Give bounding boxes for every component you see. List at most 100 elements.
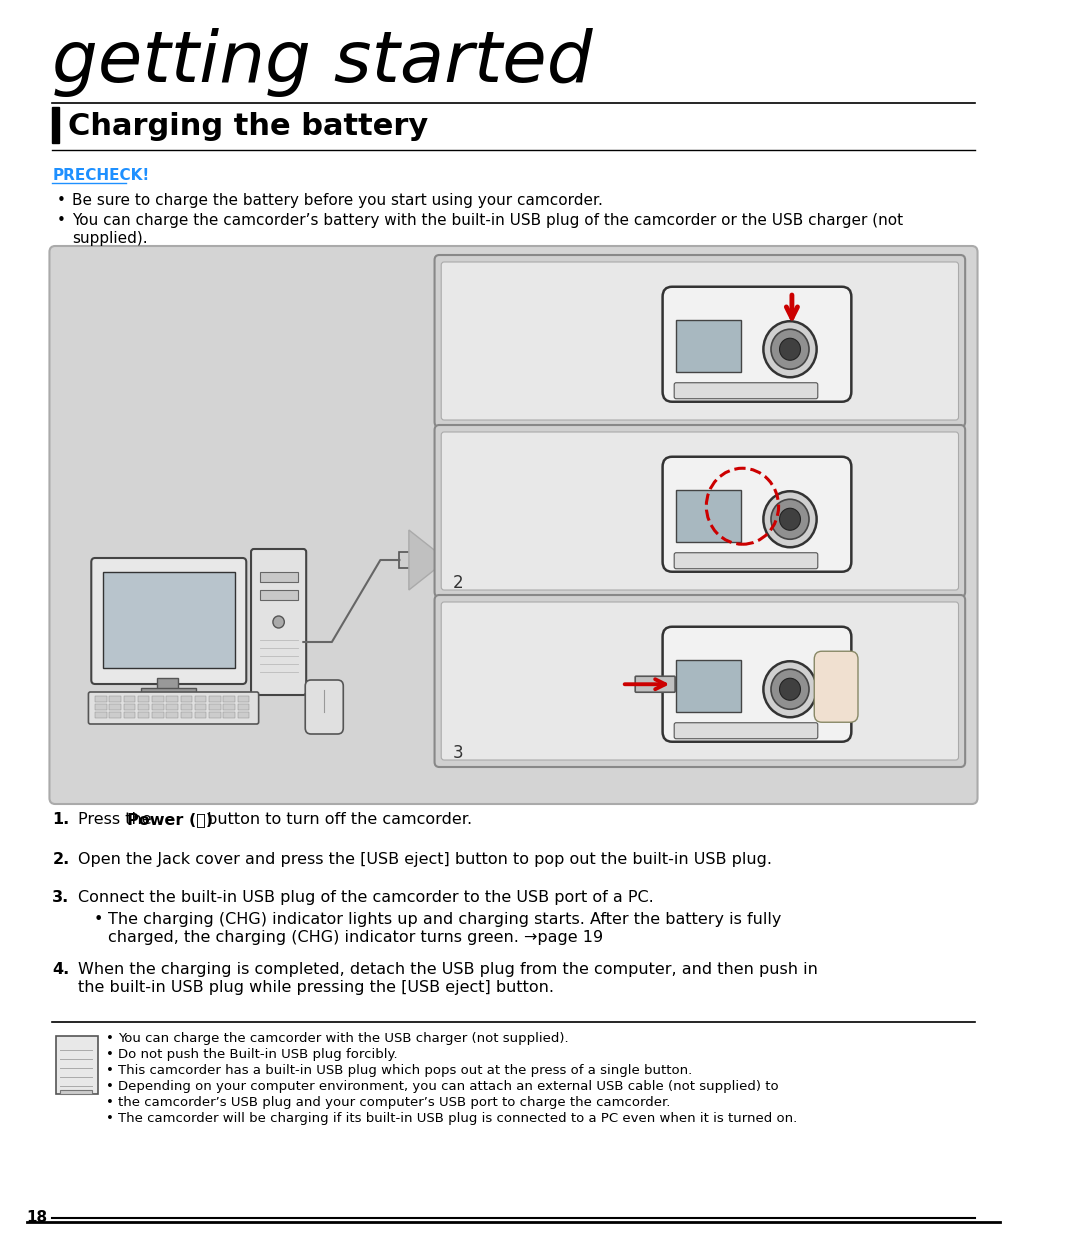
- Bar: [123, 713, 135, 718]
- Polygon shape: [409, 530, 447, 590]
- Bar: [676, 320, 741, 372]
- Bar: [166, 704, 178, 710]
- Bar: [238, 697, 249, 701]
- FancyBboxPatch shape: [434, 254, 966, 427]
- Text: •: •: [106, 1079, 113, 1093]
- FancyBboxPatch shape: [674, 722, 818, 739]
- Text: Do not push the Built-in USB plug forcibly.: Do not push the Built-in USB plug forcib…: [118, 1049, 397, 1061]
- Text: charged, the charging (CHG) indicator turns green. →page 19: charged, the charging (CHG) indicator tu…: [108, 930, 604, 945]
- Bar: [166, 697, 178, 701]
- Text: •: •: [106, 1065, 113, 1077]
- FancyBboxPatch shape: [306, 680, 343, 734]
- Text: •: •: [106, 1032, 113, 1045]
- Bar: [259, 590, 298, 600]
- Circle shape: [771, 669, 809, 709]
- Text: When the charging is completed, detach the USB plug from the computer, and then : When the charging is completed, detach t…: [78, 962, 818, 977]
- Circle shape: [764, 492, 816, 547]
- FancyBboxPatch shape: [251, 550, 307, 695]
- FancyBboxPatch shape: [674, 553, 818, 569]
- Circle shape: [780, 509, 800, 530]
- FancyBboxPatch shape: [663, 287, 851, 401]
- Text: •: •: [106, 1095, 113, 1109]
- Text: The camcorder will be charging if its built-in USB plug is connected to a PC eve: The camcorder will be charging if its bu…: [118, 1112, 797, 1125]
- Bar: [95, 713, 107, 718]
- Bar: [224, 704, 234, 710]
- FancyBboxPatch shape: [434, 595, 966, 767]
- Bar: [140, 688, 195, 700]
- Text: the built-in USB plug while pressing the [USB eject] button.: the built-in USB plug while pressing the…: [78, 981, 554, 995]
- Circle shape: [764, 321, 816, 377]
- FancyBboxPatch shape: [92, 558, 246, 684]
- Bar: [224, 713, 234, 718]
- Text: You can charge the camcorder’s battery with the built-in USB plug of the camcord: You can charge the camcorder’s battery w…: [72, 212, 903, 228]
- Bar: [103, 572, 234, 668]
- Bar: [123, 697, 135, 701]
- Bar: [180, 713, 192, 718]
- Text: Press the: Press the: [78, 811, 157, 827]
- FancyBboxPatch shape: [442, 432, 959, 590]
- Bar: [224, 697, 234, 701]
- Bar: [109, 704, 121, 710]
- Text: Depending on your computer environment, you can attach an external USB cable (no: Depending on your computer environment, …: [118, 1079, 779, 1093]
- Bar: [138, 704, 149, 710]
- Bar: [138, 697, 149, 701]
- Bar: [180, 704, 192, 710]
- Bar: [95, 697, 107, 701]
- Bar: [166, 713, 178, 718]
- Bar: [109, 713, 121, 718]
- Text: 4.: 4.: [52, 962, 69, 977]
- FancyBboxPatch shape: [442, 262, 959, 420]
- Bar: [238, 713, 249, 718]
- FancyBboxPatch shape: [674, 383, 818, 399]
- Bar: [238, 704, 249, 710]
- Text: •: •: [106, 1049, 113, 1061]
- Text: 1.: 1.: [52, 811, 69, 827]
- Bar: [123, 704, 135, 710]
- Bar: [210, 704, 220, 710]
- Text: The charging (CHG) indicator lights up and charging starts. After the battery is: The charging (CHG) indicator lights up a…: [108, 911, 782, 927]
- Bar: [152, 713, 163, 718]
- Bar: [676, 661, 741, 713]
- Polygon shape: [59, 1091, 92, 1094]
- Text: button to turn off the camcorder.: button to turn off the camcorder.: [202, 811, 472, 827]
- Bar: [194, 704, 206, 710]
- Bar: [138, 713, 149, 718]
- FancyBboxPatch shape: [663, 626, 851, 742]
- Text: Connect the built-in USB plug of the camcorder to the USB port of a PC.: Connect the built-in USB plug of the cam…: [78, 890, 653, 905]
- Text: •: •: [57, 193, 66, 207]
- Bar: [210, 697, 220, 701]
- FancyBboxPatch shape: [442, 601, 959, 760]
- Text: Charging the battery: Charging the battery: [68, 112, 429, 141]
- Text: 3: 3: [453, 743, 463, 762]
- Text: supplied).: supplied).: [72, 231, 148, 246]
- Text: Power (⏻): Power (⏻): [127, 811, 214, 827]
- Bar: [152, 704, 163, 710]
- Bar: [95, 704, 107, 710]
- Text: 2.: 2.: [52, 852, 69, 867]
- Bar: [52, 107, 59, 143]
- Text: PRECHECK!: PRECHECK!: [52, 168, 149, 183]
- FancyBboxPatch shape: [434, 425, 966, 597]
- Circle shape: [771, 499, 809, 540]
- Text: Be sure to charge the battery before you start using your camcorder.: Be sure to charge the battery before you…: [72, 193, 603, 207]
- Circle shape: [780, 338, 800, 361]
- Circle shape: [771, 330, 809, 369]
- Bar: [676, 490, 741, 542]
- Text: •: •: [106, 1112, 113, 1125]
- FancyBboxPatch shape: [89, 692, 258, 724]
- Bar: [259, 572, 298, 582]
- Bar: [180, 697, 192, 701]
- Text: the camcorder’s USB plug and your computer’s USB port to charge the camcorder.: the camcorder’s USB plug and your comput…: [118, 1095, 671, 1109]
- Bar: [157, 678, 178, 690]
- Text: •: •: [93, 911, 103, 927]
- FancyBboxPatch shape: [814, 651, 858, 722]
- Text: Open the Jack cover and press the [USB eject] button to pop out the built-in USB: Open the Jack cover and press the [USB e…: [78, 852, 772, 867]
- Text: •: •: [57, 212, 66, 228]
- Text: 18: 18: [27, 1210, 48, 1225]
- Circle shape: [764, 661, 816, 718]
- Bar: [56, 1036, 98, 1094]
- Bar: [152, 697, 163, 701]
- FancyBboxPatch shape: [663, 457, 851, 572]
- Bar: [52, 1023, 974, 1218]
- FancyBboxPatch shape: [50, 246, 977, 804]
